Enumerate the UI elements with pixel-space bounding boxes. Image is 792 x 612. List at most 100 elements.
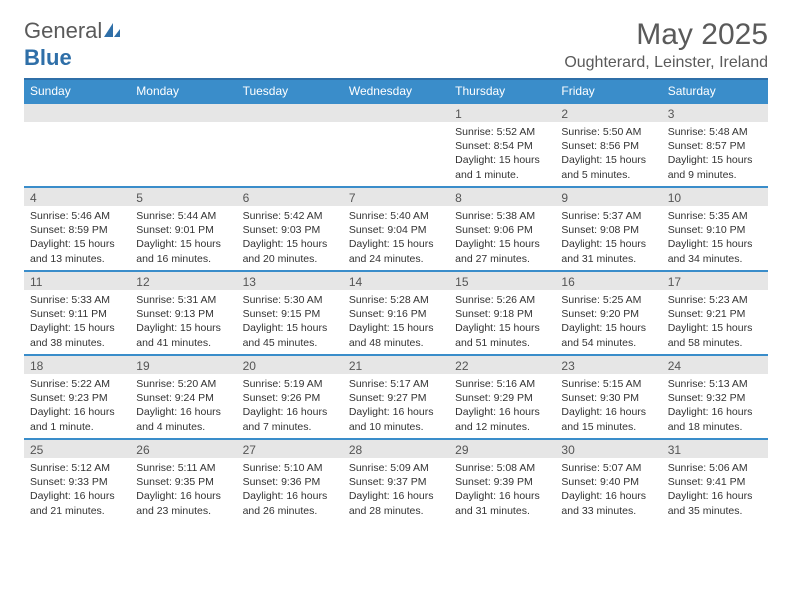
- sunset-text: Sunset: 9:04 PM: [349, 223, 443, 237]
- sunrise-text: Sunrise: 5:52 AM: [455, 125, 549, 139]
- sunrise-text: Sunrise: 5:12 AM: [30, 461, 124, 475]
- sunrise-text: Sunrise: 5:28 AM: [349, 293, 443, 307]
- day-body: Sunrise: 5:17 AMSunset: 9:27 PMDaylight:…: [343, 374, 449, 438]
- sunset-text: Sunset: 9:15 PM: [243, 307, 337, 321]
- sunrise-text: Sunrise: 5:31 AM: [136, 293, 230, 307]
- daylight-text: Daylight: 15 hours and 20 minutes.: [243, 237, 337, 265]
- day-cell: 22Sunrise: 5:16 AMSunset: 9:29 PMDayligh…: [449, 356, 555, 438]
- sunrise-text: Sunrise: 5:16 AM: [455, 377, 549, 391]
- day-body: Sunrise: 5:33 AMSunset: 9:11 PMDaylight:…: [24, 290, 130, 354]
- daylight-text: Daylight: 16 hours and 26 minutes.: [243, 489, 337, 517]
- day-body: Sunrise: 5:11 AMSunset: 9:35 PMDaylight:…: [130, 458, 236, 522]
- daylight-text: Daylight: 16 hours and 35 minutes.: [668, 489, 762, 517]
- day-number: 20: [237, 356, 343, 374]
- day-body: Sunrise: 5:12 AMSunset: 9:33 PMDaylight:…: [24, 458, 130, 522]
- week-row: 4Sunrise: 5:46 AMSunset: 8:59 PMDaylight…: [24, 186, 768, 270]
- daylight-text: Daylight: 16 hours and 7 minutes.: [243, 405, 337, 433]
- daylight-text: Daylight: 15 hours and 5 minutes.: [561, 153, 655, 181]
- daylight-text: Daylight: 16 hours and 33 minutes.: [561, 489, 655, 517]
- sunrise-text: Sunrise: 5:46 AM: [30, 209, 124, 223]
- day-body: Sunrise: 5:07 AMSunset: 9:40 PMDaylight:…: [555, 458, 661, 522]
- sunset-text: Sunset: 9:18 PM: [455, 307, 549, 321]
- daylight-text: Daylight: 15 hours and 27 minutes.: [455, 237, 549, 265]
- sunrise-text: Sunrise: 5:33 AM: [30, 293, 124, 307]
- day-number: [130, 104, 236, 122]
- day-cell: 12Sunrise: 5:31 AMSunset: 9:13 PMDayligh…: [130, 272, 236, 354]
- day-number: 13: [237, 272, 343, 290]
- week-row: 1Sunrise: 5:52 AMSunset: 8:54 PMDaylight…: [24, 102, 768, 186]
- brand-text: GeneralBlue: [24, 18, 122, 71]
- day-number: 19: [130, 356, 236, 374]
- day-cell: 21Sunrise: 5:17 AMSunset: 9:27 PMDayligh…: [343, 356, 449, 438]
- page-header: GeneralBlue May 2025 Oughterard, Leinste…: [24, 18, 768, 72]
- day-number: [343, 104, 449, 122]
- day-body: Sunrise: 5:35 AMSunset: 9:10 PMDaylight:…: [662, 206, 768, 270]
- calendar-page: GeneralBlue May 2025 Oughterard, Leinste…: [0, 0, 792, 534]
- sunset-text: Sunset: 8:59 PM: [30, 223, 124, 237]
- daylight-text: Daylight: 15 hours and 38 minutes.: [30, 321, 124, 349]
- day-body: Sunrise: 5:46 AMSunset: 8:59 PMDaylight:…: [24, 206, 130, 270]
- daylight-text: Daylight: 16 hours and 23 minutes.: [136, 489, 230, 517]
- day-number: [237, 104, 343, 122]
- day-cell: [237, 104, 343, 186]
- sunrise-text: Sunrise: 5:11 AM: [136, 461, 230, 475]
- sunset-text: Sunset: 9:08 PM: [561, 223, 655, 237]
- day-cell: 25Sunrise: 5:12 AMSunset: 9:33 PMDayligh…: [24, 440, 130, 522]
- sunset-text: Sunset: 9:23 PM: [30, 391, 124, 405]
- day-body: Sunrise: 5:38 AMSunset: 9:06 PMDaylight:…: [449, 206, 555, 270]
- sunrise-text: Sunrise: 5:17 AM: [349, 377, 443, 391]
- sunset-text: Sunset: 9:16 PM: [349, 307, 443, 321]
- day-cell: 28Sunrise: 5:09 AMSunset: 9:37 PMDayligh…: [343, 440, 449, 522]
- day-cell: 7Sunrise: 5:40 AMSunset: 9:04 PMDaylight…: [343, 188, 449, 270]
- day-body: Sunrise: 5:26 AMSunset: 9:18 PMDaylight:…: [449, 290, 555, 354]
- day-body: Sunrise: 5:08 AMSunset: 9:39 PMDaylight:…: [449, 458, 555, 522]
- day-number: 23: [555, 356, 661, 374]
- day-cell: 9Sunrise: 5:37 AMSunset: 9:08 PMDaylight…: [555, 188, 661, 270]
- day-body: Sunrise: 5:23 AMSunset: 9:21 PMDaylight:…: [662, 290, 768, 354]
- day-cell: 3Sunrise: 5:48 AMSunset: 8:57 PMDaylight…: [662, 104, 768, 186]
- daylight-text: Daylight: 15 hours and 54 minutes.: [561, 321, 655, 349]
- day-cell: 2Sunrise: 5:50 AMSunset: 8:56 PMDaylight…: [555, 104, 661, 186]
- daylight-text: Daylight: 15 hours and 41 minutes.: [136, 321, 230, 349]
- brand-logo: GeneralBlue: [24, 18, 122, 71]
- daylight-text: Daylight: 15 hours and 13 minutes.: [30, 237, 124, 265]
- daylight-text: Daylight: 16 hours and 28 minutes.: [349, 489, 443, 517]
- title-block: May 2025 Oughterard, Leinster, Ireland: [564, 18, 768, 72]
- day-cell: 31Sunrise: 5:06 AMSunset: 9:41 PMDayligh…: [662, 440, 768, 522]
- day-body: Sunrise: 5:22 AMSunset: 9:23 PMDaylight:…: [24, 374, 130, 438]
- daylight-text: Daylight: 16 hours and 31 minutes.: [455, 489, 549, 517]
- sunset-text: Sunset: 9:06 PM: [455, 223, 549, 237]
- day-body: Sunrise: 5:52 AMSunset: 8:54 PMDaylight:…: [449, 122, 555, 186]
- day-cell: [130, 104, 236, 186]
- sunset-text: Sunset: 9:35 PM: [136, 475, 230, 489]
- day-cell: 20Sunrise: 5:19 AMSunset: 9:26 PMDayligh…: [237, 356, 343, 438]
- day-body: Sunrise: 5:09 AMSunset: 9:37 PMDaylight:…: [343, 458, 449, 522]
- day-cell: 17Sunrise: 5:23 AMSunset: 9:21 PMDayligh…: [662, 272, 768, 354]
- weekday-cell: Tuesday: [237, 80, 343, 102]
- sunrise-text: Sunrise: 5:19 AM: [243, 377, 337, 391]
- day-number: 17: [662, 272, 768, 290]
- day-number: 6: [237, 188, 343, 206]
- sunrise-text: Sunrise: 5:30 AM: [243, 293, 337, 307]
- day-number: 12: [130, 272, 236, 290]
- day-body: Sunrise: 5:13 AMSunset: 9:32 PMDaylight:…: [662, 374, 768, 438]
- day-cell: 14Sunrise: 5:28 AMSunset: 9:16 PMDayligh…: [343, 272, 449, 354]
- daylight-text: Daylight: 15 hours and 9 minutes.: [668, 153, 762, 181]
- sunrise-text: Sunrise: 5:26 AM: [455, 293, 549, 307]
- day-cell: 15Sunrise: 5:26 AMSunset: 9:18 PMDayligh…: [449, 272, 555, 354]
- day-cell: 19Sunrise: 5:20 AMSunset: 9:24 PMDayligh…: [130, 356, 236, 438]
- daylight-text: Daylight: 15 hours and 45 minutes.: [243, 321, 337, 349]
- sunset-text: Sunset: 9:01 PM: [136, 223, 230, 237]
- sunset-text: Sunset: 9:20 PM: [561, 307, 655, 321]
- sunset-text: Sunset: 9:32 PM: [668, 391, 762, 405]
- sunset-text: Sunset: 9:41 PM: [668, 475, 762, 489]
- day-body: Sunrise: 5:48 AMSunset: 8:57 PMDaylight:…: [662, 122, 768, 186]
- sunset-text: Sunset: 9:30 PM: [561, 391, 655, 405]
- day-body: Sunrise: 5:50 AMSunset: 8:56 PMDaylight:…: [555, 122, 661, 186]
- daylight-text: Daylight: 15 hours and 16 minutes.: [136, 237, 230, 265]
- weekday-cell: Sunday: [24, 80, 130, 102]
- day-number: 15: [449, 272, 555, 290]
- week-row: 25Sunrise: 5:12 AMSunset: 9:33 PMDayligh…: [24, 438, 768, 522]
- daylight-text: Daylight: 15 hours and 24 minutes.: [349, 237, 443, 265]
- day-cell: 24Sunrise: 5:13 AMSunset: 9:32 PMDayligh…: [662, 356, 768, 438]
